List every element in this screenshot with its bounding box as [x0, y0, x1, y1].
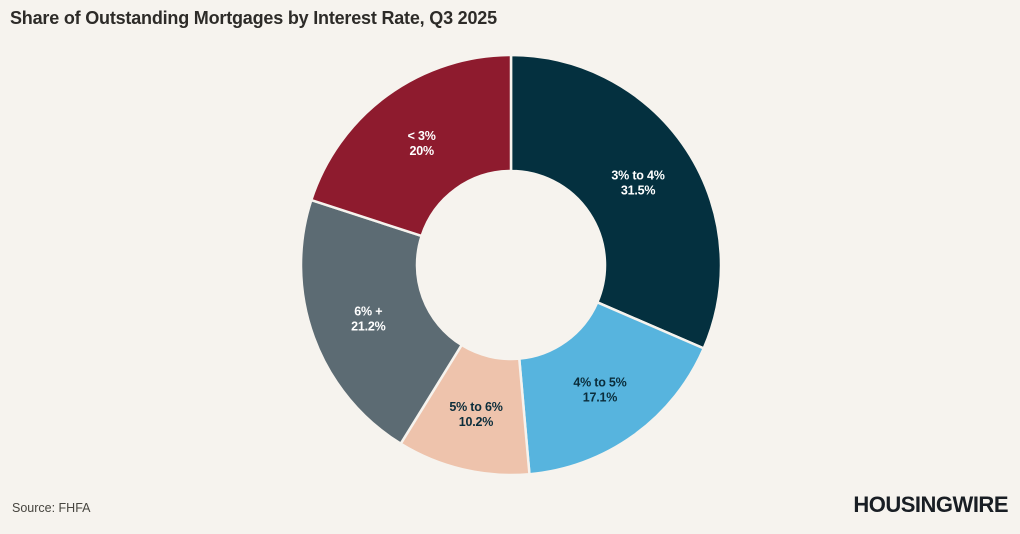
pie-slice-1 — [518, 301, 705, 476]
slice-label-0: 3% to 4% 31.5% — [611, 169, 664, 198]
pie-slice-3 — [299, 198, 463, 445]
slice-label-4: < 3% 20% — [408, 129, 436, 158]
slice-label-2: 5% to 6% 10.2% — [449, 400, 502, 429]
slice-label-3: 6% +21.2% — [351, 304, 386, 333]
chart-title: Share of Outstanding Mortgages by Intere… — [10, 8, 497, 28]
source-note: Source: FHFA — [12, 501, 91, 515]
pie-slice-0 — [509, 53, 723, 350]
slice-label-1: 4% to 5% 17.1% — [573, 375, 626, 404]
housingwire-logo: HOUSINGWIRE — [853, 492, 1008, 517]
pie-slice-4 — [310, 53, 513, 238]
